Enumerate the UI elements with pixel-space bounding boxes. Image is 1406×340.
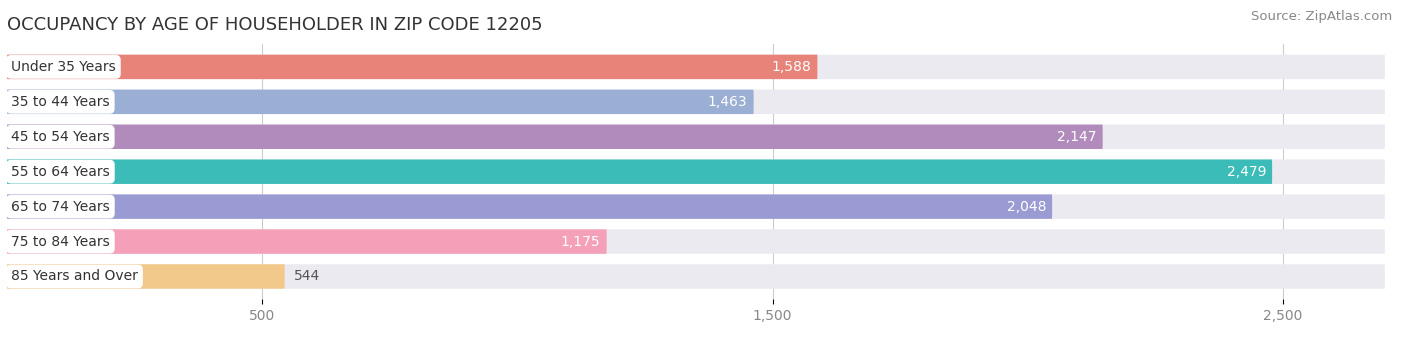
Text: 55 to 64 Years: 55 to 64 Years: [11, 165, 110, 179]
FancyBboxPatch shape: [7, 194, 1052, 219]
Text: 1,463: 1,463: [707, 95, 748, 109]
FancyBboxPatch shape: [7, 124, 1385, 149]
Text: 2,147: 2,147: [1057, 130, 1097, 144]
FancyBboxPatch shape: [7, 124, 1102, 149]
Text: 85 Years and Over: 85 Years and Over: [11, 270, 138, 284]
FancyBboxPatch shape: [7, 230, 1385, 254]
FancyBboxPatch shape: [7, 90, 1385, 114]
FancyBboxPatch shape: [7, 159, 1272, 184]
FancyBboxPatch shape: [7, 264, 1385, 289]
Text: 65 to 74 Years: 65 to 74 Years: [11, 200, 110, 214]
Text: 2,048: 2,048: [1007, 200, 1046, 214]
Text: 35 to 44 Years: 35 to 44 Years: [11, 95, 110, 109]
Text: 544: 544: [294, 270, 321, 284]
FancyBboxPatch shape: [7, 55, 817, 79]
FancyBboxPatch shape: [7, 90, 754, 114]
FancyBboxPatch shape: [7, 159, 1385, 184]
FancyBboxPatch shape: [7, 194, 1385, 219]
FancyBboxPatch shape: [7, 55, 1385, 79]
FancyBboxPatch shape: [7, 230, 606, 254]
Text: Source: ZipAtlas.com: Source: ZipAtlas.com: [1251, 10, 1392, 23]
Text: 1,175: 1,175: [561, 235, 600, 249]
Text: OCCUPANCY BY AGE OF HOUSEHOLDER IN ZIP CODE 12205: OCCUPANCY BY AGE OF HOUSEHOLDER IN ZIP C…: [7, 16, 543, 34]
FancyBboxPatch shape: [7, 264, 284, 289]
Text: 45 to 54 Years: 45 to 54 Years: [11, 130, 110, 144]
Text: 75 to 84 Years: 75 to 84 Years: [11, 235, 110, 249]
Text: Under 35 Years: Under 35 Years: [11, 60, 115, 74]
Text: 2,479: 2,479: [1226, 165, 1265, 179]
Text: 1,588: 1,588: [772, 60, 811, 74]
